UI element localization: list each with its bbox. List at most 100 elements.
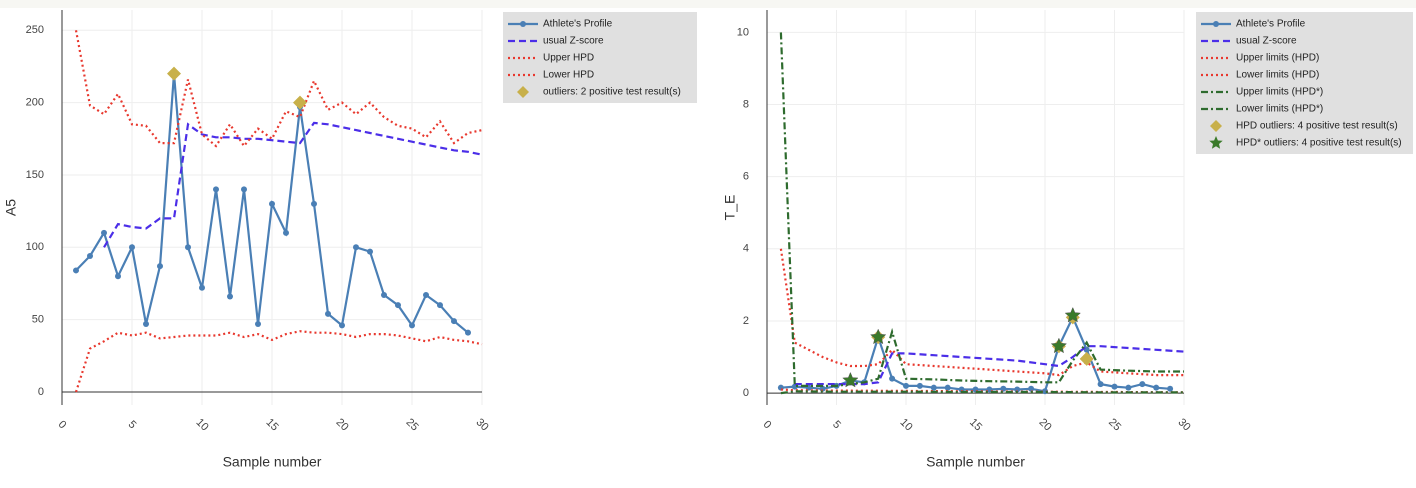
point	[437, 302, 443, 309]
series-line	[794, 345, 1185, 386]
legend-label: Upper HPD	[543, 53, 594, 64]
point	[930, 384, 937, 391]
y-tick-label: 6	[743, 171, 749, 183]
x-tick-label: 5	[830, 419, 843, 432]
outlier-marker	[1050, 337, 1068, 354]
point	[1167, 385, 1174, 392]
legend-marker	[1213, 21, 1219, 27]
point	[143, 320, 149, 327]
legend-marker	[520, 21, 526, 27]
x-tick-label: 20	[333, 416, 350, 433]
point	[451, 318, 457, 325]
point	[283, 229, 289, 236]
point	[73, 267, 79, 274]
x-tick-label: 10	[897, 416, 914, 433]
point	[325, 310, 331, 317]
x-tick-label: 0	[56, 419, 69, 432]
outlier-marker	[1079, 351, 1094, 366]
y-tick-label: 100	[26, 241, 44, 253]
outlier-marker	[1064, 306, 1082, 323]
legend-label: Lower HPD	[543, 70, 594, 81]
point	[255, 320, 261, 327]
legend-label: Lower limits (HPD*)	[1236, 104, 1323, 115]
legend-label: usual Z-score	[1236, 36, 1297, 47]
x-axis-title: Sample number	[926, 454, 1025, 470]
legend-label: Athlete's Profile	[543, 19, 613, 30]
legend-marker	[517, 86, 529, 98]
point	[213, 186, 219, 193]
x-tick-label: 15	[967, 416, 984, 433]
legend-box	[1196, 12, 1413, 154]
y-tick-label: 250	[26, 24, 44, 36]
point	[1014, 386, 1021, 393]
y-tick-label: 0	[38, 386, 44, 398]
x-tick-label: 0	[761, 419, 774, 432]
point	[185, 244, 191, 251]
point	[367, 248, 373, 255]
point	[241, 186, 247, 193]
point	[269, 200, 275, 207]
legend-label: HPD outliers: 4 positive test result(s)	[1236, 121, 1398, 132]
top-strip	[0, 0, 1416, 8]
y-tick-label: 200	[26, 97, 44, 109]
x-tick-label: 25	[1106, 416, 1123, 433]
legend-box	[503, 12, 697, 103]
legend-marker	[1209, 136, 1223, 149]
point	[1028, 385, 1035, 392]
point	[311, 200, 317, 207]
x-tick-label: 5	[126, 419, 139, 432]
point	[381, 292, 387, 299]
legend-label: Athlete's Profile	[1236, 19, 1306, 30]
legend-label: Lower limits (HPD)	[1236, 70, 1319, 81]
point	[903, 382, 909, 389]
legend-label: outliers: 2 positive test result(s)	[543, 87, 681, 98]
series-line	[103, 121, 483, 248]
point	[465, 329, 471, 336]
point	[1097, 381, 1104, 388]
x-axis-title: Sample number	[223, 454, 322, 470]
legend-label: HPD* outliers: 4 positive test result(s)	[1236, 138, 1402, 149]
point	[1153, 384, 1160, 391]
point	[227, 293, 233, 300]
point	[199, 284, 205, 291]
point	[409, 322, 415, 329]
legend-label: usual Z-score	[543, 36, 604, 47]
x-tick-label: 30	[1175, 416, 1192, 433]
point	[889, 375, 896, 382]
y-axis-title: A5	[3, 199, 19, 216]
legend-label: Upper limits (HPD*)	[1236, 87, 1323, 98]
series-line	[74, 30, 483, 148]
x-tick-label: 20	[1036, 416, 1053, 433]
point	[87, 252, 93, 259]
point	[353, 244, 359, 251]
y-tick-label: 4	[743, 243, 749, 255]
series-line	[779, 32, 1184, 387]
series-line	[780, 390, 1184, 395]
point	[423, 292, 429, 299]
y-tick-label: 0	[743, 387, 749, 399]
y-tick-label: 50	[32, 314, 44, 326]
point	[1111, 383, 1118, 390]
series-line	[779, 248, 1184, 377]
point	[395, 302, 401, 309]
outlier-marker	[167, 66, 181, 81]
outlier-marker	[293, 95, 307, 110]
point	[1125, 384, 1132, 391]
point	[944, 384, 951, 391]
legend-label: Upper limits (HPD)	[1236, 53, 1319, 64]
point	[157, 263, 163, 270]
x-tick-label: 15	[263, 416, 280, 433]
point	[115, 273, 121, 280]
y-tick-label: 2	[743, 315, 749, 327]
point	[1139, 381, 1146, 388]
legend-marker	[1210, 120, 1222, 132]
x-tick-label: 10	[193, 416, 210, 433]
point	[1000, 385, 1007, 392]
point	[101, 229, 107, 236]
y-axis-title: T_E	[722, 195, 738, 221]
outlier-marker	[869, 328, 887, 345]
point	[129, 244, 135, 251]
y-tick-label: 10	[737, 26, 749, 38]
point	[916, 382, 923, 389]
